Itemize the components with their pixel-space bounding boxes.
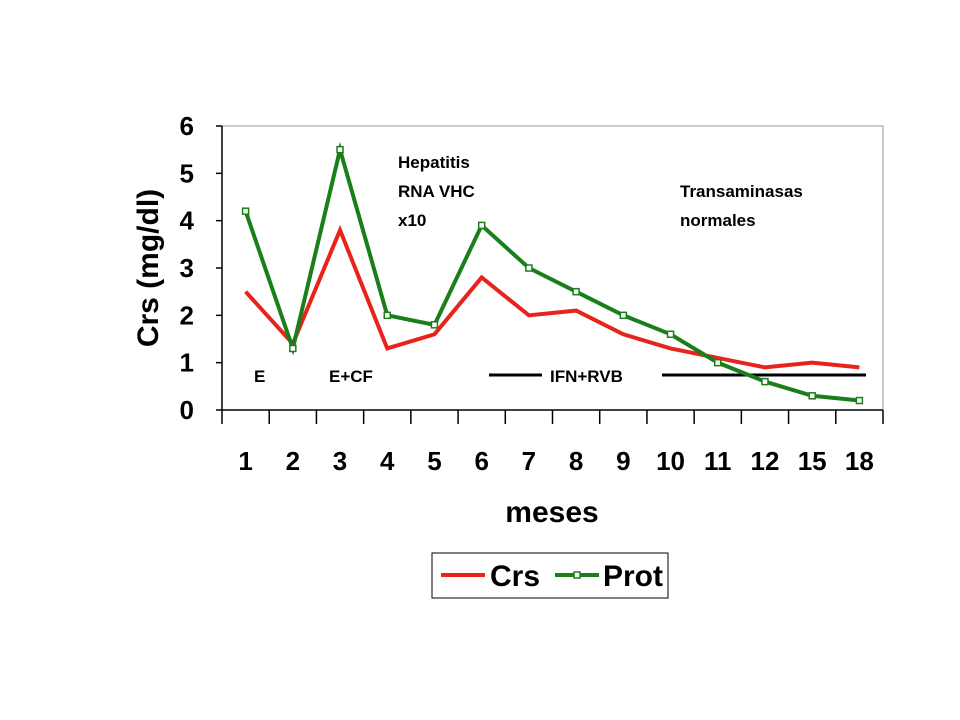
legend-prot-marker [573, 571, 581, 579]
annotation-transaminasas-line1: Transaminasas [680, 182, 803, 201]
data-point-prot [619, 311, 628, 320]
y-tick-label: 1 [180, 348, 194, 378]
data-point-prot [241, 207, 250, 215]
y-axis-title: Crs (mg/dl) [132, 189, 165, 347]
annotation-hepatitis-line1: Hepatitis [398, 153, 470, 172]
y-tick-label: 5 [180, 158, 194, 188]
data-point-prot [808, 392, 816, 400]
x-tick-label: 5 [427, 446, 441, 476]
annotation-hepatitis-line2: RNA VHC [398, 182, 475, 201]
x-tick-label: 6 [474, 446, 488, 476]
legend-crs-label: Crs [490, 560, 540, 593]
x-tick-label: 12 [751, 446, 780, 476]
x-tick-label: 11 [704, 446, 732, 476]
annotation-hepatitis-line3: x10 [398, 211, 426, 230]
x-tick-label: 18 [845, 446, 874, 476]
y-tick-label: 4 [180, 206, 195, 236]
y-tick-label: 3 [180, 253, 194, 283]
x-tick-label: 2 [286, 446, 300, 476]
data-point-prot [572, 287, 580, 296]
x-tick-label: 15 [798, 446, 827, 476]
x-axis-ticks: 1 2 3 4 5 6 7 8 9 10 11 12 15 18 [221, 410, 884, 476]
legend-prot-label: Prot [603, 560, 663, 593]
x-tick-label: 1 [238, 446, 252, 476]
x-tick-label: 9 [616, 446, 630, 476]
legend: Crs Prot [431, 552, 669, 599]
y-axis-ticks: 0 1 2 3 4 5 6 [180, 111, 222, 425]
series-layer [241, 141, 864, 405]
phase-label-e: E [254, 367, 265, 386]
x-tick-label: 8 [569, 446, 583, 476]
y-tick-label: 2 [180, 300, 194, 330]
x-tick-label: 4 [380, 446, 395, 476]
data-point-prot [525, 264, 533, 272]
phase-label-ifn-rvb: IFN+RVB [550, 367, 623, 386]
data-point-prot [336, 145, 344, 154]
data-point-prot [714, 358, 722, 367]
data-point-prot [477, 221, 486, 230]
data-point-prot [383, 311, 391, 320]
data-point-prot [666, 330, 675, 339]
data-point-prot [430, 321, 439, 329]
x-tick-label: 3 [333, 446, 347, 476]
annotation-transaminasas-line2: normales [680, 211, 756, 230]
phase-label-e-cf: E+CF [329, 367, 373, 386]
series-line-crs [244, 224, 860, 370]
series-line-prot [243, 141, 860, 403]
x-tick-label: 7 [522, 446, 536, 476]
data-point-prot [289, 344, 297, 353]
data-point-prot [855, 396, 864, 405]
y-tick-label: 6 [180, 111, 194, 141]
data-point-prot [761, 377, 769, 386]
y-tick-label: 0 [180, 395, 194, 425]
x-tick-label: 10 [656, 446, 685, 476]
x-axis-title: meses [505, 496, 598, 529]
